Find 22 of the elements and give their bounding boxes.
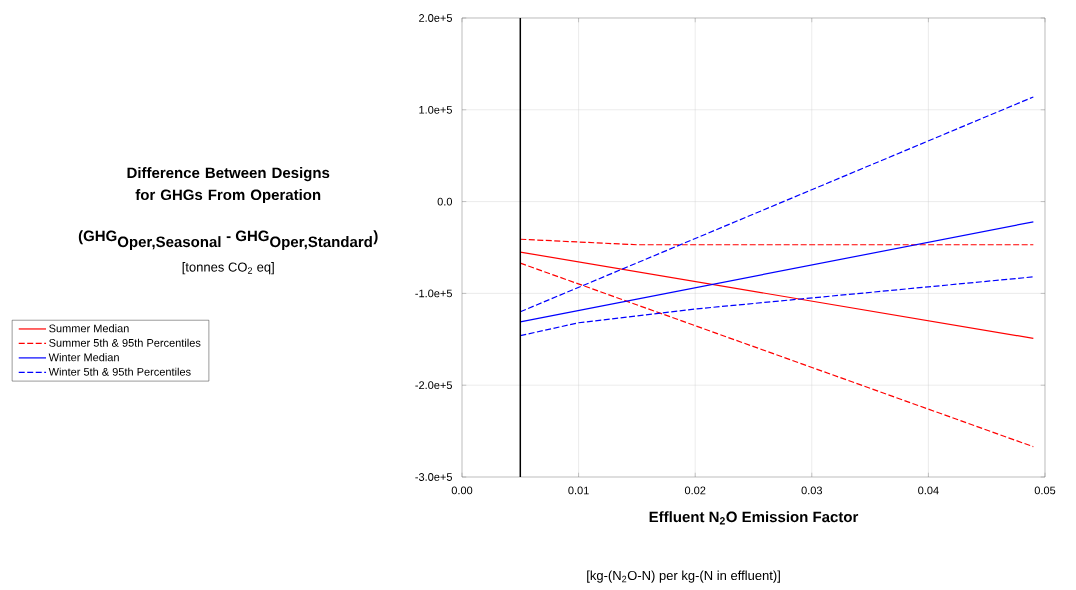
x-tick-label: 0.03 [801, 486, 823, 495]
x-tick-label: 0.02 [684, 486, 706, 495]
text: Difference Between Designs for GHGs From Operation [127, 167, 330, 204]
legend-label: Summer Median [49, 324, 129, 333]
y-tick-label: 2.0e+5 [419, 14, 452, 22]
y-tick-label: -1.0e+5 [415, 289, 452, 298]
text: [kg-(N$_{2}$O-N) per kg-(N in effluent)] [587, 570, 780, 583]
x-tick-label: 0.00 [451, 486, 473, 495]
x-axis-title: Effluent N$_{2}$O Emission Factor [649, 511, 859, 525]
legend-label: Summer 5th & 95th Percentiles [49, 338, 201, 347]
y-tick-label: -3.0e+5 [415, 473, 452, 481]
y-axis-title: $\textbf{(GHG}_{\textbf{Oper,Seasonal}}\textbf{ - GHG}_{\textbf{Oper,Standard}}\textbf{)}$ [78, 230, 378, 251]
y-tick-label: -2.0e+5 [415, 381, 452, 390]
x-tick-label: 0.01 [568, 486, 589, 495]
x-tick-label: 0.05 [1034, 486, 1056, 495]
legend-label: Winter Median [48, 353, 119, 362]
text: [tonnes CO$_{2}$ eq] [182, 262, 274, 275]
line-series [519, 276, 1034, 337]
y-tick-label: 0.0 [437, 197, 453, 206]
y-tick-label: 1.0e+5 [419, 105, 452, 114]
x-tick-label: 0.04 [918, 486, 939, 495]
legend-label: Winter 5th & 95th Percentiles [48, 367, 191, 376]
